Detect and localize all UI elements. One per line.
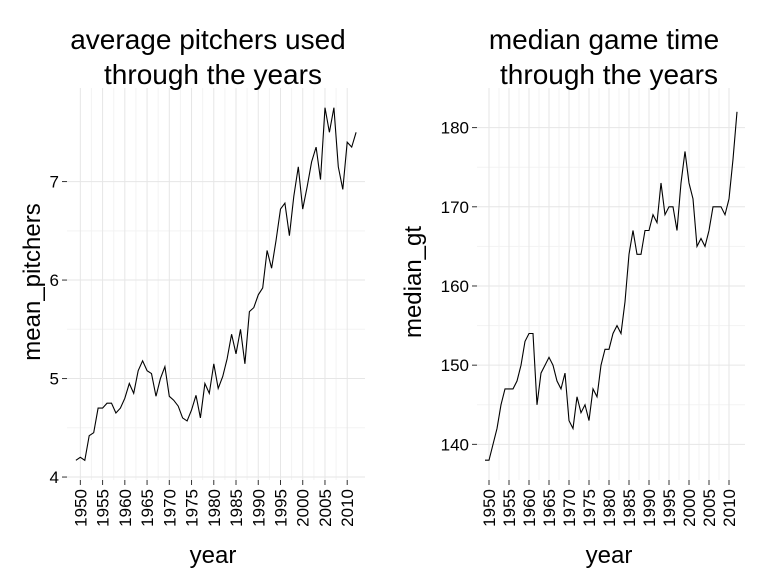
x-tick-label: 1950 <box>480 489 499 527</box>
x-tick-label: 2005 <box>700 489 719 527</box>
x-tick-label: 1980 <box>205 489 224 527</box>
x-tick-label: 1970 <box>560 489 579 527</box>
series-layer <box>485 111 738 461</box>
y-axis-label: median_gt <box>400 226 427 338</box>
x-tick-label: 1960 <box>520 489 539 527</box>
x-tick-label: 1975 <box>183 489 202 527</box>
y-tick-label: 180 <box>441 119 469 138</box>
x-tick-label: 1990 <box>640 489 659 527</box>
y-tick-label: 4 <box>50 468 59 487</box>
x-tick-label: 1995 <box>271 489 290 527</box>
x-tick-label: 1955 <box>500 489 519 527</box>
series-layer <box>75 107 357 462</box>
x-tick-label: 2000 <box>680 489 699 527</box>
x-tick-label: 1990 <box>249 489 268 527</box>
chart-title-line-2: through the years <box>500 59 718 90</box>
y-tick-label: 160 <box>441 277 469 296</box>
x-tick-label: 1955 <box>94 489 113 527</box>
x-axis-label: year <box>586 542 633 569</box>
x-tick-label: 2000 <box>294 489 313 527</box>
y-axis-ticks: 4 5 6 7 <box>50 173 67 487</box>
grid <box>477 88 745 480</box>
x-tick-label: 2005 <box>316 489 335 527</box>
chart-title-line-2: through the years <box>104 59 322 90</box>
chart-title-line-1: median game time <box>489 24 719 55</box>
x-tick-label: 2010 <box>338 489 357 527</box>
x-tick-label: 1980 <box>600 489 619 527</box>
x-axis-ticks: 1950 1955 1960 1965 1970 1975 1980 1985 1990 1995… <box>480 480 739 527</box>
y-tick-label: 7 <box>50 173 59 192</box>
grid <box>67 88 365 480</box>
y-axis-label: mean_pitchers <box>19 203 46 360</box>
x-tick-label: 2010 <box>720 489 739 527</box>
x-tick-label: 1965 <box>138 489 157 527</box>
y-tick-label: 5 <box>50 370 59 389</box>
series-line <box>485 111 738 461</box>
x-tick-label: 1970 <box>160 489 179 527</box>
x-tick-label: 1975 <box>580 489 599 527</box>
y-tick-label: 170 <box>441 198 469 217</box>
x-tick-label: 1985 <box>620 489 639 527</box>
x-axis-label: year <box>190 542 237 569</box>
x-tick-label: 1995 <box>660 489 679 527</box>
y-tick-label: 150 <box>441 356 469 375</box>
x-tick-label: 1965 <box>540 489 559 527</box>
x-axis-ticks: 1950 1955 1960 1965 1970 1975 1980 1985 1990 1995… <box>71 480 357 527</box>
x-tick-label: 1960 <box>116 489 135 527</box>
y-axis-ticks: 140 150 160 170 180 <box>441 119 477 454</box>
y-tick-label: 140 <box>441 435 469 454</box>
y-tick-label: 6 <box>50 271 59 290</box>
series-line <box>75 107 357 462</box>
chart-title-line-1: average pitchers used <box>70 24 346 55</box>
x-tick-label: 1985 <box>227 489 246 527</box>
x-tick-label: 1950 <box>71 489 90 527</box>
panel-median-game-time: 140 150 160 170 180 1950 1955 1960 1965 1970 1975… <box>400 24 745 569</box>
